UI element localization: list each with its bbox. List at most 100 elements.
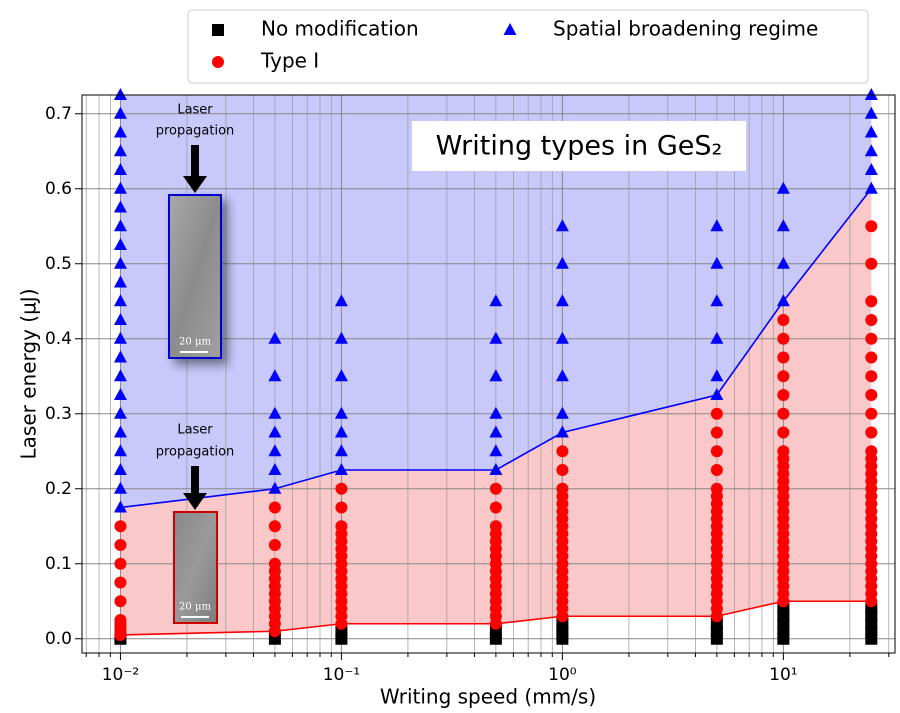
marker-triangle: [864, 88, 878, 100]
axes-frame: [81, 94, 896, 654]
y-tick-label: 0.1: [45, 554, 72, 574]
marker-triangle: [268, 369, 282, 382]
marker-triangle: [113, 256, 127, 269]
marker-circle: [114, 614, 127, 626]
scale-label: 20 μm: [179, 602, 211, 613]
marker-triangle: [113, 275, 127, 288]
y-axis-label: Laser energy (µJ): [17, 289, 41, 460]
marker-triangle: [710, 369, 724, 382]
marker-triangle: [113, 106, 127, 119]
marker-triangle: [113, 219, 127, 232]
marker-triangle: [710, 388, 724, 400]
legend: No modification Type I Spatial broadening …: [187, 9, 869, 84]
marker-triangle: [555, 425, 569, 438]
boundary-line: [120, 600, 872, 636]
marker-triangle: [113, 481, 127, 494]
marker-triangle: [113, 88, 127, 100]
legend-label: No modification: [261, 17, 419, 41]
marker-circle: [777, 314, 790, 326]
marker-triangle: [710, 219, 724, 232]
marker-circle: [865, 351, 878, 364]
legend-label: Type I: [260, 49, 319, 73]
marker-triangle: [268, 444, 282, 457]
marker-circle: [865, 295, 878, 308]
marker-circle: [777, 370, 790, 383]
y-tick-label: 0.4: [45, 329, 72, 349]
marker-triangle: [113, 500, 127, 513]
marker-circle: [777, 407, 790, 420]
marker-triangle: [113, 238, 127, 250]
marker-triangle: [268, 481, 282, 494]
x-axis-label: Writing speed (mm/s): [380, 685, 596, 709]
marker-triangle: [710, 294, 724, 307]
marker-triangle: [555, 406, 569, 419]
marker-triangle: [710, 256, 724, 269]
marker-triangle: [555, 369, 569, 382]
marker-triangle: [864, 106, 878, 119]
marker-triangle: [489, 444, 503, 457]
plot-area: 10⁻² 10⁻¹ 10⁰ 10¹ 0.0 0.1 0.2 0.3 0.4 0.5 0.6 0.7: [45, 88, 896, 685]
y-tick-label: 0.5: [45, 254, 72, 274]
scale-label: 20 μm: [179, 337, 211, 348]
marker-triangle: [489, 369, 503, 382]
marker-triangle: [334, 406, 348, 419]
marker-triangle: [864, 125, 878, 138]
annotation: Laser: [177, 103, 213, 118]
marker-triangle: [113, 313, 127, 325]
arrow-shaft: [191, 145, 199, 177]
marker-triangle: [489, 294, 503, 307]
marker-circle: [114, 520, 127, 533]
marker-triangle: [864, 181, 878, 194]
marker-circle: [114, 576, 127, 589]
marker-circle: [710, 482, 723, 495]
marker-triangle: [268, 463, 282, 475]
marker-triangle: [268, 331, 282, 344]
x-tick-label: 10¹: [769, 665, 797, 685]
marker-circle: [865, 426, 878, 439]
marker-triangle: [113, 200, 127, 213]
marker-triangle: [268, 425, 282, 438]
marker-circle: [268, 557, 281, 570]
annotation: propagation: [156, 445, 235, 460]
marker-circle: [268, 501, 281, 514]
marker-triangle: [113, 444, 127, 457]
marker-circle: [556, 482, 569, 495]
arrow-head: [183, 493, 207, 510]
chart-title: Writing types in GeS₂: [436, 131, 723, 162]
marker-triangle: [555, 256, 569, 269]
marker-circle: [710, 445, 723, 458]
inset-image: [173, 511, 218, 624]
inset-image: [168, 194, 222, 359]
marker-circle: [212, 56, 224, 68]
marker-circle: [556, 464, 569, 476]
marker-circle: [710, 407, 723, 420]
marker-triangle: [776, 256, 790, 269]
marker-circle: [777, 332, 790, 345]
annotation: Laser: [177, 423, 213, 438]
overlay: Writing types in GeS₂ Laser propagation …: [17, 103, 746, 709]
marker-square: [212, 24, 224, 36]
marker-circle: [489, 501, 502, 514]
marker-triangle: [113, 369, 127, 382]
marker-triangle: [503, 23, 517, 35]
x-tick-label: 10⁻¹: [323, 665, 360, 685]
marker-triangle: [268, 406, 282, 419]
title-box: [412, 121, 746, 171]
marker-triangle: [710, 331, 724, 344]
marker-circle: [865, 257, 878, 270]
legend-box: [187, 9, 869, 84]
marker-circle: [114, 595, 127, 608]
marker-triangle: [555, 331, 569, 344]
marker-circle: [114, 557, 127, 570]
marker-triangle: [113, 294, 127, 307]
marker-circle: [865, 314, 878, 326]
marker-circle: [777, 426, 790, 439]
marker-circle: [865, 220, 878, 233]
marker-circle: [268, 539, 281, 551]
marker-triangle: [113, 406, 127, 419]
marker-circle: [865, 332, 878, 345]
marker-circle: [556, 445, 569, 458]
y-tick-label: 0.2: [45, 479, 72, 499]
marker-triangle: [113, 425, 127, 438]
marker-triangle: [334, 294, 348, 307]
